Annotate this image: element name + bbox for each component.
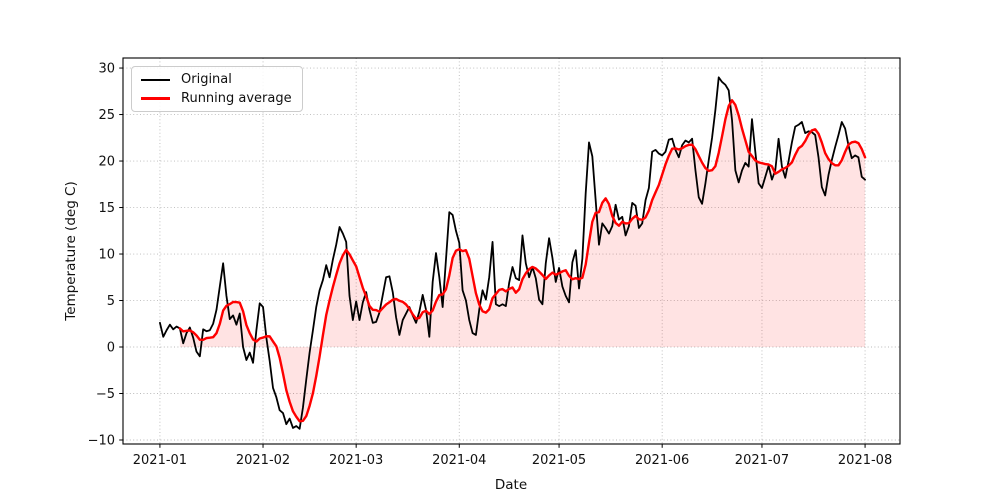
y-tick-label: −10 xyxy=(88,434,115,449)
x-tick-label: 2021-04 xyxy=(432,453,486,468)
y-tick-label: −5 xyxy=(96,387,115,402)
running-average-line-swatch xyxy=(141,96,170,100)
y-tick-label: 15 xyxy=(98,201,115,216)
x-tick-label: 2021-02 xyxy=(236,453,290,468)
legend-item-original: Original xyxy=(141,72,293,87)
legend-item-running-average: Running average xyxy=(141,91,293,106)
plot-area xyxy=(123,58,900,444)
legend-label-original: Original xyxy=(181,72,232,88)
y-tick-label: 20 xyxy=(98,155,115,170)
y-tick-label: 10 xyxy=(98,248,115,263)
tick-labels: 2021-01 2021-02 2021-03 2021-04 2021-05 2021-… xyxy=(88,62,893,468)
x-tick-label: 2021-07 xyxy=(735,453,789,468)
running-average-line xyxy=(178,99,867,423)
legend: Original Running average xyxy=(131,66,303,112)
y-axis-title: Temperature (deg C) xyxy=(63,181,79,321)
running-average-fill xyxy=(179,100,866,422)
x-tick-label: 2021-01 xyxy=(133,453,187,468)
x-tick-label: 2021-05 xyxy=(532,453,586,468)
y-tick-label: 0 xyxy=(107,341,115,356)
plot-border xyxy=(122,57,901,445)
y-tick-label: 5 xyxy=(107,294,115,309)
legend-label-running-average: Running average xyxy=(181,90,292,106)
x-tick-label: 2021-03 xyxy=(329,453,383,468)
original-line xyxy=(159,76,866,430)
x-tick-label: 2021-08 xyxy=(838,453,892,468)
tick-marks xyxy=(119,67,866,448)
x-tick-label: 2021-06 xyxy=(635,453,689,468)
y-tick-label: 30 xyxy=(98,62,115,77)
original-line-swatch xyxy=(141,78,170,81)
y-tick-label: 25 xyxy=(98,108,115,123)
x-axis-title: Date xyxy=(494,477,528,493)
